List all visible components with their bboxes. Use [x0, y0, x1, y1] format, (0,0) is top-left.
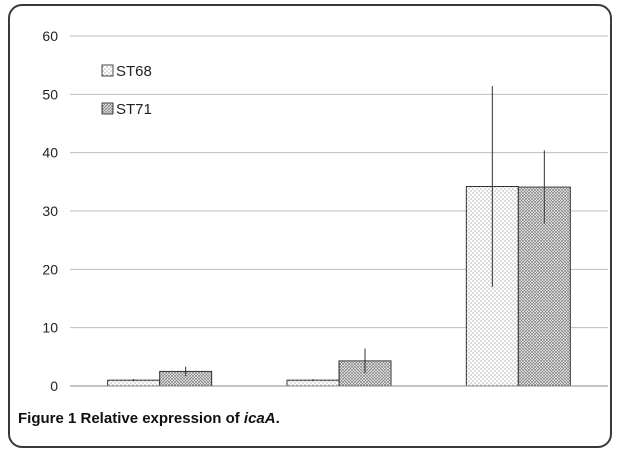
y-tick-label: 60: [42, 28, 58, 44]
bar-chart: 0 10 20 30 40 50 60 Logarithmic Stationary Biofi…: [42, 28, 608, 400]
x-axis-tick-labels: Logarithmic Stationary Biofilm: [123, 399, 539, 400]
legend-swatch-st71: [101, 102, 114, 115]
x-tick-label: Biofilm: [497, 399, 539, 400]
caption-gene: icaA: [243, 410, 276, 427]
x-tick-label: Stationary: [307, 399, 370, 400]
y-axis-tick-labels: 0 10 20 30 40 50 60: [42, 28, 58, 394]
y-tick-label: 30: [42, 203, 58, 219]
y-tick-label: 10: [42, 320, 58, 336]
figure-caption: Figure 1 Relative expression of icaA.: [18, 410, 280, 427]
legend-swatch-st68: [101, 64, 114, 77]
y-tick-label: 20: [42, 261, 58, 277]
bars: [107, 186, 571, 387]
legend-label-st68: ST68: [116, 63, 152, 80]
x-tick-label: Logarithmic: [123, 399, 195, 400]
caption-suffix: .: [275, 410, 280, 427]
legend: ST68 ST71: [101, 63, 152, 118]
y-tick-label: 0: [50, 378, 58, 394]
legend-label-st71: ST71: [116, 101, 152, 118]
y-tick-label: 40: [42, 145, 58, 161]
caption-prefix: Figure 1 Relative expression of: [18, 410, 244, 427]
y-tick-label: 50: [42, 86, 58, 102]
error-bars: [133, 86, 545, 382]
